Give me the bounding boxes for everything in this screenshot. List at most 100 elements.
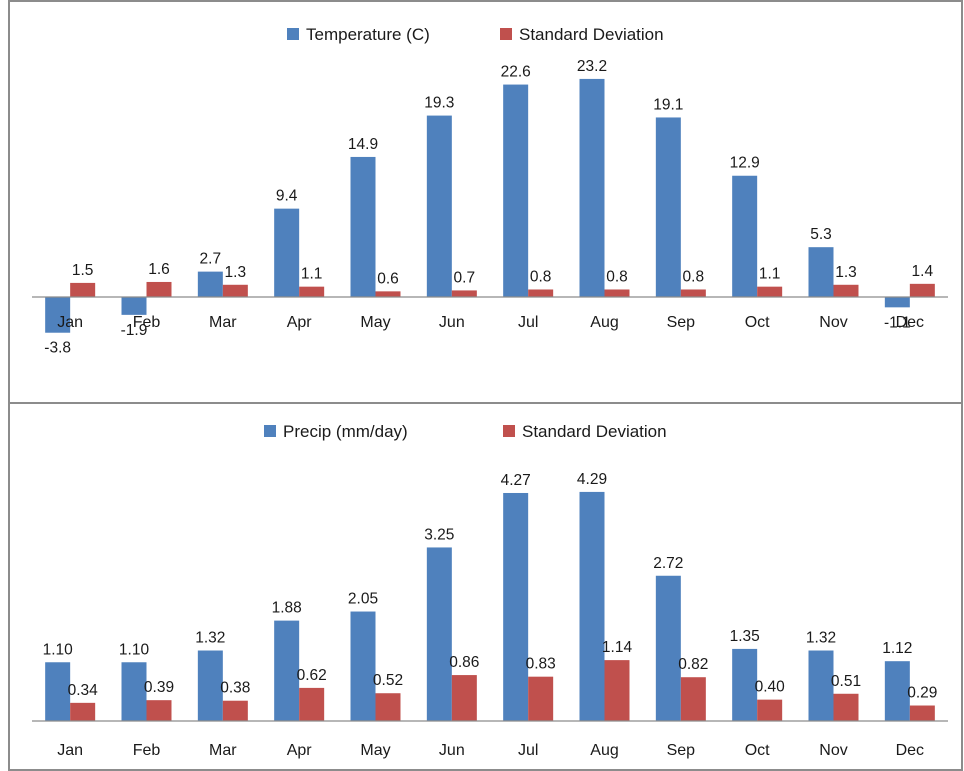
- data-label: 0.82: [678, 656, 708, 673]
- tick-label-aug: Aug: [590, 314, 618, 331]
- std-dev-bar-sep: [680, 289, 706, 297]
- std-dev-bar-jul: [528, 289, 554, 297]
- data-label: 0.34: [68, 682, 99, 699]
- data-label: 0.51: [831, 673, 861, 690]
- primary-bar-nov: [808, 650, 834, 721]
- data-label: 1.32: [806, 630, 836, 647]
- data-label: 0.8: [606, 268, 628, 285]
- std-dev-bar-jul: [528, 676, 554, 721]
- std-dev-bar-sep: [680, 677, 706, 721]
- std-dev-bar-oct: [757, 286, 783, 297]
- data-label: 0.83: [526, 656, 556, 673]
- tick-label-jun: Jun: [439, 742, 465, 759]
- tick-label-aug: Aug: [590, 742, 618, 759]
- data-label: 3.25: [424, 526, 454, 543]
- data-label: 1.4: [912, 263, 934, 280]
- legend-swatch-std-dev: [500, 28, 512, 40]
- primary-bar-apr: [274, 208, 300, 297]
- data-label: 0.39: [144, 679, 174, 696]
- bars: [45, 78, 935, 333]
- legend: Precip (mm/day) Standard Deviation: [264, 422, 667, 441]
- tick-label-jul: Jul: [518, 314, 538, 331]
- data-label: 1.1: [759, 266, 781, 283]
- std-dev-bar-feb: [146, 281, 172, 297]
- tick-label-feb: Feb: [133, 314, 161, 331]
- tick-label-may: May: [360, 314, 390, 331]
- std-dev-bar-mar: [222, 284, 248, 297]
- std-dev-bar-dec: [909, 283, 935, 297]
- data-label: 4.27: [501, 472, 531, 489]
- tick-label-oct: Oct: [745, 742, 770, 759]
- data-label: 1.10: [119, 641, 150, 658]
- bars: [45, 491, 935, 721]
- primary-bar-oct: [732, 648, 758, 721]
- legend-label: Standard Deviation: [522, 422, 667, 441]
- data-label: 1.12: [882, 640, 912, 657]
- data-labels: 1.10 0.34 1.10 0.39 1.32 0.38 1.88 0.62 2.05 0.52…: [43, 471, 938, 702]
- data-label: 0.86: [449, 654, 479, 671]
- tick-label-dec: Dec: [896, 742, 924, 759]
- data-label: 19.1: [653, 96, 683, 113]
- primary-bar-aug: [579, 78, 605, 297]
- tick-label-nov: Nov: [819, 742, 847, 759]
- data-label: 5.3: [810, 226, 832, 243]
- primary-bar-apr: [274, 620, 300, 721]
- std-dev-bar-dec: [909, 705, 935, 721]
- data-label: 1.35: [730, 628, 760, 645]
- tick-label-mar: Mar: [209, 742, 237, 759]
- tick-label-mar: Mar: [209, 314, 237, 331]
- primary-bar-mar: [197, 271, 223, 297]
- data-label: 4.29: [577, 471, 607, 488]
- std-dev-bar-apr: [299, 286, 325, 297]
- primary-bar-oct: [732, 175, 758, 297]
- primary-bar-may: [350, 611, 376, 721]
- tick-label-feb: Feb: [133, 742, 161, 759]
- tick-label-nov: Nov: [819, 314, 847, 331]
- tick-label-sep: Sep: [667, 742, 696, 759]
- data-label: 1.32: [195, 630, 225, 647]
- data-label: 0.40: [755, 679, 786, 696]
- data-label: 1.14: [602, 639, 633, 656]
- std-dev-bar-aug: [604, 660, 630, 721]
- tick-label-jan: Jan: [57, 742, 83, 759]
- std-dev-bar-aug: [604, 289, 630, 297]
- data-label: 2.05: [348, 591, 378, 608]
- data-label: 19.3: [424, 95, 454, 112]
- std-dev-bar-jun: [451, 675, 477, 721]
- primary-bar-jul: [503, 84, 529, 297]
- tick-label-sep: Sep: [667, 314, 696, 331]
- legend-swatch-primary: [264, 425, 276, 437]
- data-label: 1.5: [72, 262, 94, 279]
- data-label: 22.6: [501, 64, 531, 81]
- precipitation-chart: Precip (mm/day) Standard Deviation 1.10 0.3…: [32, 422, 948, 759]
- legend-swatch-std-dev: [503, 425, 515, 437]
- primary-bar-jun: [426, 115, 452, 297]
- legend: Temperature (C) Standard Deviation: [287, 25, 664, 44]
- legend-label: Standard Deviation: [519, 25, 664, 44]
- data-label: -1.1: [884, 314, 911, 331]
- data-label: 1.6: [148, 261, 170, 278]
- data-label: 1.3: [225, 264, 247, 281]
- tick-label-oct: Oct: [745, 314, 770, 331]
- std-dev-bar-feb: [146, 700, 172, 721]
- std-dev-bar-nov: [833, 693, 859, 721]
- data-label: -1.9: [121, 322, 148, 339]
- temperature-chart: Temperature (C) Standard Deviation -3.8 1.5…: [32, 25, 948, 357]
- primary-bar-jul: [503, 492, 529, 721]
- primary-bar-aug: [579, 491, 605, 721]
- data-label: 0.6: [377, 270, 399, 287]
- std-dev-bar-mar: [222, 700, 248, 721]
- tick-label-jun: Jun: [439, 314, 465, 331]
- std-dev-bar-jan: [70, 282, 96, 297]
- category-labels: Jan Feb Mar Apr May Jun Jul Aug Sep Oct Nov Dec: [57, 742, 924, 759]
- tick-label-apr: Apr: [287, 314, 313, 331]
- primary-bar-dec: [884, 297, 910, 308]
- std-dev-bar-nov: [833, 284, 859, 297]
- data-label: 1.88: [272, 600, 302, 617]
- legend-swatch-primary: [287, 28, 299, 40]
- data-label: 12.9: [730, 155, 760, 172]
- data-label: 23.2: [577, 58, 607, 75]
- data-label: 14.9: [348, 136, 378, 153]
- primary-bar-jun: [426, 547, 452, 721]
- primary-bar-sep: [655, 117, 681, 298]
